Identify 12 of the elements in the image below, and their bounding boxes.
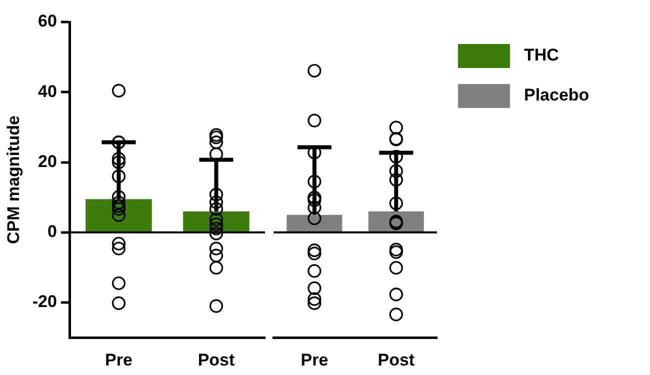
y-tick-label: 40: [38, 82, 57, 101]
x-tick-label: Post: [378, 350, 415, 370]
y-axis-title: CPM magnitude: [4, 116, 23, 244]
y-tick-label: 0: [48, 222, 57, 242]
y-tick-label: 20: [38, 152, 57, 171]
x-tick-label: Pre: [300, 350, 328, 370]
x-tick-label: Post: [198, 350, 235, 370]
legend-label: Placebo: [524, 86, 590, 105]
y-tick-label: 60: [38, 12, 57, 31]
legend-label: THC: [524, 46, 559, 65]
x-tick-label: Pre: [105, 350, 132, 370]
y-tick-label: -20: [32, 292, 57, 312]
